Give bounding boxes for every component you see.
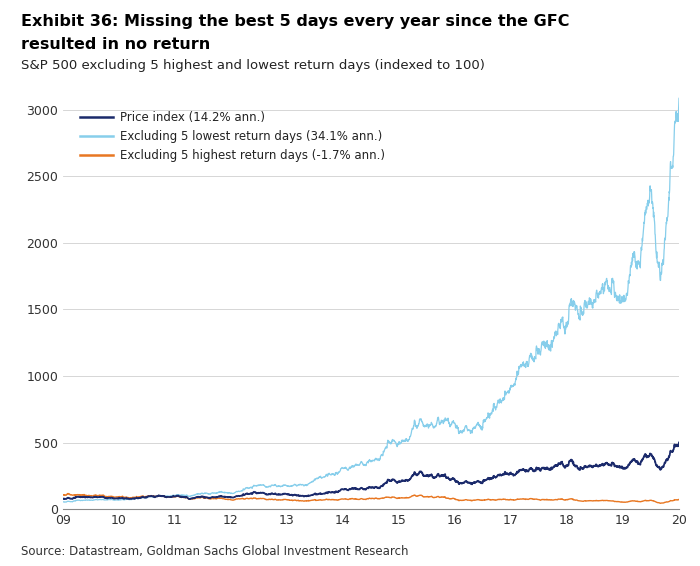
Text: S&P 500 excluding 5 highest and lowest return days (indexed to 100): S&P 500 excluding 5 highest and lowest r… xyxy=(21,59,485,72)
Legend: Price index (14.2% ann.), Excluding 5 lowest return days (34.1% ann.), Excluding: Price index (14.2% ann.), Excluding 5 lo… xyxy=(75,106,390,166)
Text: Exhibit 36: Missing the best 5 days every year since the GFC: Exhibit 36: Missing the best 5 days ever… xyxy=(21,14,570,29)
Text: Source: Datastream, Goldman Sachs Global Investment Research: Source: Datastream, Goldman Sachs Global… xyxy=(21,544,409,558)
Text: resulted in no return: resulted in no return xyxy=(21,37,210,52)
